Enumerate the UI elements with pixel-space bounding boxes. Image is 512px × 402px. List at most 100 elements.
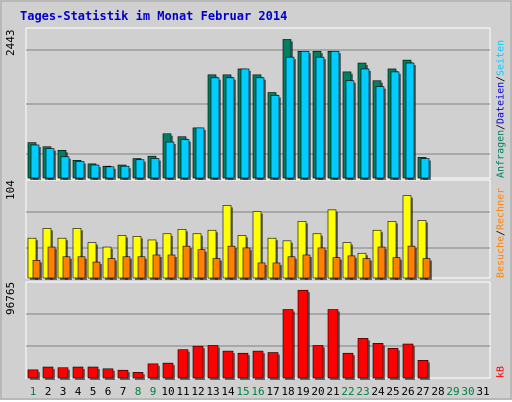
day-label: 24 <box>371 385 385 398</box>
dateien-bar <box>30 144 40 179</box>
besuche-bar <box>62 256 71 279</box>
day-label: 6 <box>104 385 112 398</box>
day-label: 23 <box>356 385 370 398</box>
kb-bar <box>387 347 399 379</box>
besuche-bar <box>122 256 131 279</box>
day-label: 15 <box>236 385 250 398</box>
seiten-bar <box>267 237 277 279</box>
day-label: 12 <box>191 385 205 398</box>
kb-bar <box>222 350 234 379</box>
kb-bar <box>297 289 309 379</box>
dateien-bar <box>390 71 400 179</box>
besuche-bar <box>347 255 356 279</box>
dateien-bar <box>270 95 280 179</box>
day-label: 27 <box>416 385 430 398</box>
kb-bar <box>72 366 84 379</box>
kb-bar <box>207 345 219 379</box>
kb-bar <box>372 343 384 379</box>
besuche-bar <box>47 246 56 279</box>
dateien-bar <box>375 86 385 179</box>
kb-bar <box>312 345 324 379</box>
day-label: 4 <box>74 385 82 398</box>
day-label: 14 <box>221 385 235 398</box>
besuche-bar <box>407 245 416 279</box>
seiten-bar <box>402 195 412 279</box>
day-label: 8 <box>134 385 142 398</box>
seiten-bar <box>387 221 397 279</box>
dateien-bar <box>330 50 340 179</box>
dateien-bar <box>315 56 325 179</box>
seiten-bar <box>27 237 37 279</box>
dateien-bar <box>360 68 370 179</box>
day-label: 16 <box>251 385 265 398</box>
besuche-bar <box>272 262 281 279</box>
kb-bar <box>282 309 294 379</box>
besuche-bar <box>227 245 236 279</box>
dateien-bar <box>345 80 355 179</box>
kb-bar <box>102 368 114 379</box>
besuche-bar <box>332 257 341 279</box>
kb-bar <box>162 362 174 379</box>
besuche-bar <box>287 256 296 279</box>
seiten-bar <box>207 229 217 279</box>
day-label: 5 <box>89 385 97 398</box>
kb-bar <box>42 366 54 379</box>
dateien-bar <box>60 156 70 179</box>
day-label: 18 <box>281 385 295 398</box>
dateien-bar <box>300 50 310 179</box>
dateien-bar <box>195 127 205 179</box>
besuche-bar <box>107 258 116 279</box>
seiten-bar <box>297 221 307 279</box>
kb-bar <box>87 366 99 379</box>
seiten-bar <box>87 242 97 279</box>
day-label: 25 <box>386 385 400 398</box>
day-label: 20 <box>311 385 325 398</box>
kb-bar <box>57 367 69 379</box>
day-label: 21 <box>326 385 340 398</box>
day-label: 10 <box>161 385 175 398</box>
kb-bar <box>132 372 144 379</box>
kb-bar <box>357 338 369 379</box>
besuche-bar <box>422 258 431 279</box>
seiten-bar <box>417 220 427 279</box>
dateien-bar <box>225 77 235 179</box>
day-label: 22 <box>341 385 355 398</box>
kb-bar <box>147 363 159 379</box>
kb-bar <box>417 360 429 379</box>
kb-bar <box>192 345 204 379</box>
kb-bar <box>267 352 279 379</box>
seiten-bar <box>72 228 82 279</box>
kb-bar <box>252 350 264 379</box>
besuche-bar <box>32 260 41 279</box>
besuche-bar <box>77 256 86 279</box>
chart-title: Tages-Statistik im Monat Februar 2014 <box>20 9 288 23</box>
besuche-bar <box>392 257 401 279</box>
seiten-bar <box>327 209 337 279</box>
day-label: 19 <box>296 385 310 398</box>
besuche-bar <box>137 256 146 279</box>
day-label: 28 <box>431 385 445 398</box>
day-label: 17 <box>266 385 280 398</box>
dateien-bar <box>45 148 55 179</box>
kb-bar <box>27 369 39 379</box>
day-label: 30 <box>461 385 475 398</box>
dateien-bar <box>180 139 190 179</box>
besuche-bar <box>152 254 161 279</box>
seiten-bar <box>222 205 232 279</box>
day-label: 26 <box>401 385 415 398</box>
besuche-bar <box>302 254 311 279</box>
kb-bar <box>402 343 414 379</box>
dateien-bar <box>135 159 145 179</box>
besuche-bar <box>362 258 371 279</box>
dateien-bar <box>150 158 160 179</box>
besuche-bar <box>317 247 326 279</box>
day-label: 31 <box>476 385 490 398</box>
dateien-bar <box>75 161 85 179</box>
day-label: 9 <box>149 385 157 398</box>
day-label: 7 <box>119 385 127 398</box>
besuche-bar <box>212 258 221 279</box>
dateien-bar <box>120 165 130 179</box>
dateien-bar <box>420 158 430 179</box>
